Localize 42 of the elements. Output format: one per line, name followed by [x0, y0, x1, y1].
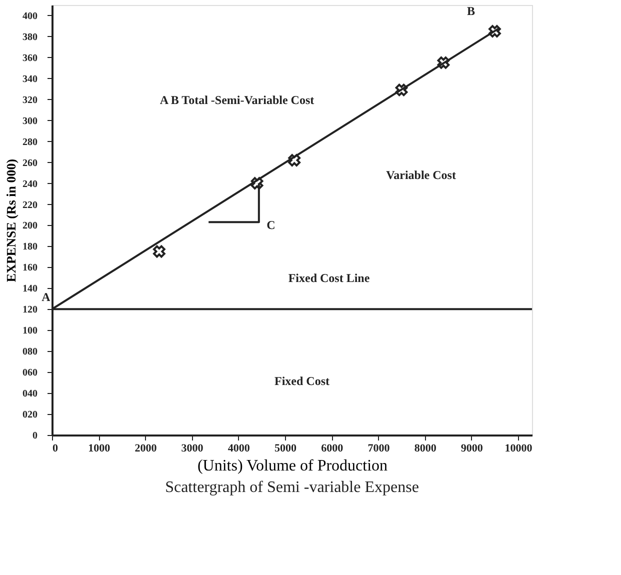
y-tick-label: 260	[22, 158, 38, 169]
x-tick-label: 6000	[321, 442, 344, 454]
y-tick-label: 300	[22, 116, 38, 127]
x-tick-label: 3000	[181, 442, 204, 454]
x-axis-title: (Units) Volume of Production	[197, 458, 388, 474]
y-tick-label: 100	[22, 326, 38, 337]
y-tick-label: 080	[22, 346, 38, 358]
y-tick-label: 320	[22, 94, 38, 106]
x-tick-label: 9000	[460, 442, 484, 454]
y-tick-label: 180	[22, 242, 38, 253]
x-tick-label: 0	[52, 442, 58, 454]
x-tick-label: 8000	[414, 442, 437, 454]
x-tick-label: 1000	[88, 442, 111, 454]
y-axis-title: EXPENSE (Rs in 000)	[4, 158, 18, 282]
text: Scattergraph of Semi -variable Expense	[165, 479, 419, 496]
y-tick-label: 060	[22, 368, 38, 379]
y-tick-label: 200	[22, 220, 38, 232]
annotation: Variable Cost	[386, 168, 456, 182]
y-tick-label: 280	[22, 136, 38, 148]
y-tick-label: 220	[22, 200, 38, 211]
y-tick-label: 240	[22, 178, 38, 190]
y-tick-label: 340	[22, 74, 38, 85]
x-tick-label: 2000	[134, 442, 158, 454]
y-tick-label: 360	[22, 52, 38, 64]
text: A	[42, 290, 51, 304]
annotation: Fixed Cost	[274, 374, 330, 388]
y-tick-label: 160	[22, 262, 38, 274]
y-tick-label: 020	[22, 410, 38, 421]
annotation: Fixed Cost Line	[288, 271, 370, 285]
x-tick-label: 4000	[228, 442, 250, 454]
y-tick-label: 380	[22, 32, 38, 43]
y-tick-label: 040	[22, 388, 38, 400]
y-tick-label: 140	[22, 284, 38, 295]
annotation: C	[266, 218, 276, 232]
y-tick-label: 0	[32, 430, 38, 442]
x-tick-label: 10000	[504, 442, 533, 454]
annotation: B	[466, 4, 476, 18]
y-tick-label: 400	[22, 10, 38, 22]
y-tick-label: 120	[22, 304, 38, 316]
x-tick-label: 5000	[274, 442, 298, 454]
annotation: A B Total -Semi-Variable Cost	[160, 93, 314, 107]
x-tick-label: 7000	[368, 442, 390, 454]
